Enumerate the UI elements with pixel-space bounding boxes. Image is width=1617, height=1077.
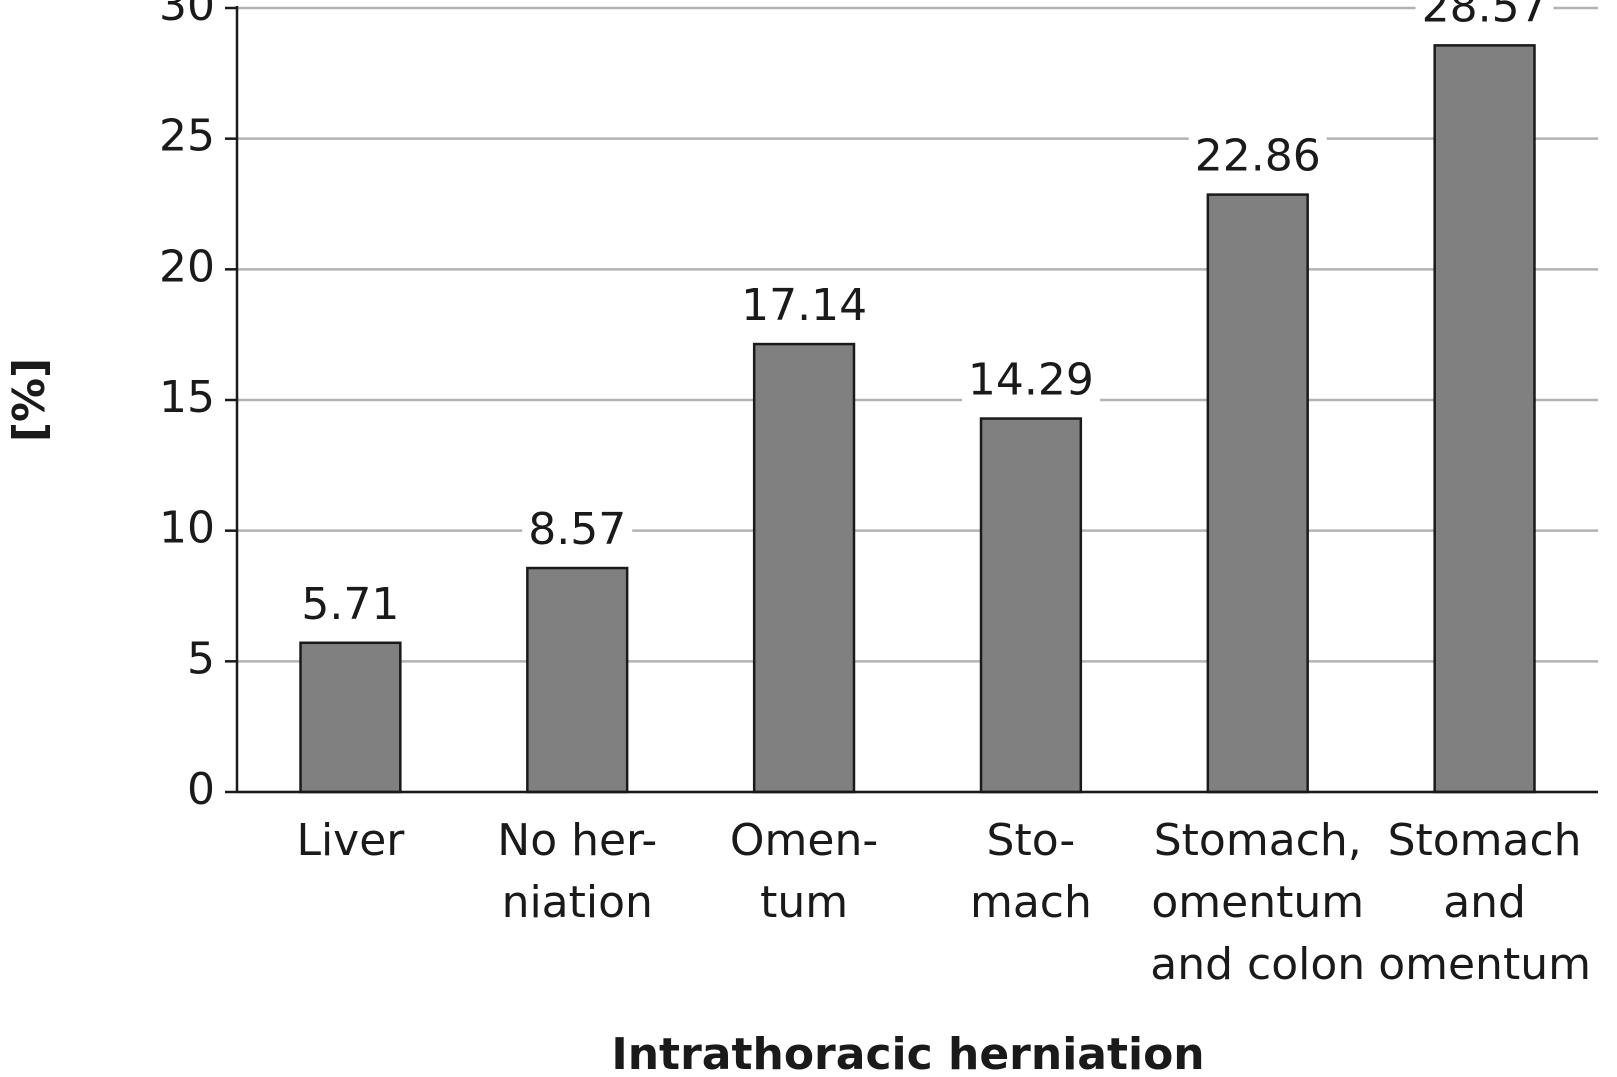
x-tick-label-line: Liver xyxy=(296,815,405,866)
x-tick-label: Liver xyxy=(296,815,405,866)
x-tick-label-line: omentum xyxy=(1378,939,1591,990)
y-tick-label: 5 xyxy=(187,633,215,684)
bar xyxy=(1433,44,1536,794)
value-label-bg xyxy=(295,578,406,630)
x-tick-label-line: Stomach xyxy=(1388,815,1582,866)
y-axis-label: [%] xyxy=(4,358,55,442)
y-tick-label: 30 xyxy=(159,0,215,31)
x-tick-label-line: Stomach, xyxy=(1154,815,1362,866)
x-axis-label: Intrathoracic herniation xyxy=(611,1029,1204,1077)
bar xyxy=(299,641,402,794)
x-tick-label: Sto-mach xyxy=(970,815,1092,928)
x-tick-label-line: niation xyxy=(502,877,653,928)
value-label: 17.14 xyxy=(741,280,867,331)
value-label: 5.71 xyxy=(301,579,399,630)
bar xyxy=(1206,193,1309,794)
value-label: 14.29 xyxy=(968,355,1094,406)
bar xyxy=(979,417,1083,794)
value-label-bg xyxy=(1415,0,1554,33)
x-tick-label: Stomach, omentum and colon xyxy=(1150,815,1365,990)
x-tick-label-line: No her- xyxy=(497,815,657,866)
x-tick-label-line: Sto- xyxy=(987,815,1076,866)
x-tick-label: Omen-tum xyxy=(730,815,878,928)
y-tick-label: 25 xyxy=(159,111,215,162)
value-label-bg xyxy=(522,504,633,556)
x-tick-label: No her-niation xyxy=(497,815,657,928)
y-tick-label: 20 xyxy=(159,241,215,292)
value-label: 8.57 xyxy=(528,504,626,555)
bar xyxy=(526,566,629,794)
x-tick-label-line: tum xyxy=(760,877,848,928)
x-tick-label-line: and colon xyxy=(1150,939,1365,990)
x-tick-label-line: and xyxy=(1443,877,1526,928)
x-tick-label-line: omentum xyxy=(1151,877,1364,928)
value-label: 28.57 xyxy=(1422,0,1548,32)
value-label: 22.86 xyxy=(1195,131,1321,182)
bar xyxy=(752,342,856,794)
value-label-bg xyxy=(1188,130,1327,182)
y-tick-label: 10 xyxy=(159,503,215,554)
x-tick-label: Stomach and omentum xyxy=(1378,815,1591,990)
y-tick-label: 0 xyxy=(187,764,215,815)
value-label-bg xyxy=(735,280,874,332)
x-tick-label-line: mach xyxy=(970,877,1092,928)
y-tick-label: 15 xyxy=(159,372,215,423)
x-tick-label-line: Omen- xyxy=(730,815,878,866)
value-label-bg xyxy=(961,354,1100,406)
